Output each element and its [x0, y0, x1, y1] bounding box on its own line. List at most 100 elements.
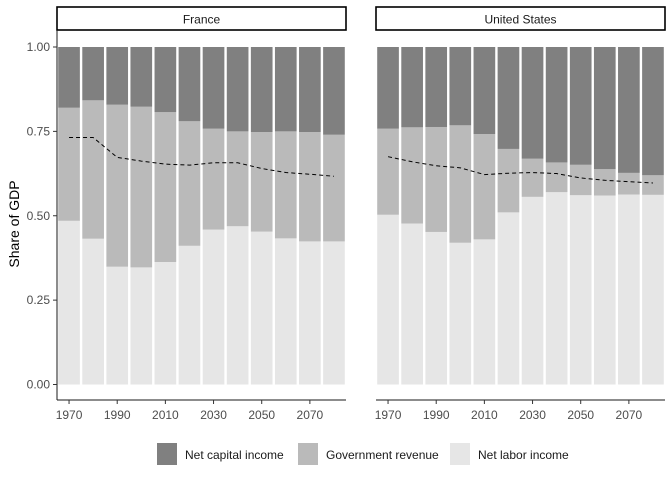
bar-government-revenue-0-2070: [299, 132, 321, 242]
bar-government-revenue-0-2000: [130, 106, 153, 268]
bar-net-capital-income-1-2020: [497, 47, 520, 149]
bar-net-labor-income-1-2020: [497, 212, 520, 385]
bar-government-revenue-1-2050: [569, 164, 592, 196]
bar-net-capital-income-1-1980: [401, 47, 423, 128]
bar-government-revenue-0-2080: [323, 134, 345, 242]
legend-label-net-capital-income: Net capital income: [185, 448, 284, 462]
bar-net-labor-income-0-2010: [154, 261, 177, 385]
x-tick-label-1-2010: 2010: [471, 408, 498, 422]
x-tick-label-1-1990: 1990: [423, 408, 450, 422]
bar-net-labor-income-1-2060: [593, 195, 616, 385]
bar-government-revenue-1-2080: [642, 175, 664, 195]
bar-net-capital-income-0-2080: [323, 47, 345, 135]
bar-net-capital-income-0-2030: [202, 47, 225, 129]
bar-net-labor-income-1-2010: [473, 239, 496, 385]
bar-net-labor-income-0-2080: [323, 241, 345, 385]
bar-government-revenue-1-2040: [545, 162, 568, 193]
bar-government-revenue-1-2070: [618, 172, 640, 195]
bar-net-labor-income-1-2040: [545, 192, 568, 385]
facet-title-1: United States: [484, 13, 556, 27]
bar-net-labor-income-1-1970: [377, 214, 399, 385]
bar-government-revenue-1-1970: [377, 128, 399, 215]
facet-strip-1: [375, 6, 666, 31]
y-tick-label-0.50: 0.50: [27, 209, 51, 223]
bar-net-capital-income-1-2030: [521, 47, 544, 159]
bar-net-capital-income-1-2070: [618, 47, 640, 173]
bar-net-labor-income-1-1980: [401, 223, 423, 385]
bar-net-labor-income-1-1990: [425, 231, 448, 385]
bar-government-revenue-0-2020: [178, 121, 201, 246]
bar-net-labor-income-0-2060: [274, 238, 297, 385]
bar-net-capital-income-0-2060: [274, 47, 297, 132]
bar-government-revenue-0-1970: [58, 107, 80, 221]
bar-government-revenue-0-2050: [250, 132, 273, 232]
bar-government-revenue-0-2030: [202, 128, 225, 230]
bar-net-labor-income-1-2080: [642, 194, 664, 385]
bar-net-capital-income-0-1990: [106, 47, 129, 105]
x-tick-label-0-2030: 2030: [200, 408, 227, 422]
bar-net-capital-income-0-2020: [178, 47, 201, 122]
legend-swatch-net-labor-income: [450, 443, 470, 465]
x-tick-label-0-1990: 1990: [104, 408, 131, 422]
bar-net-labor-income-1-2070: [618, 194, 640, 385]
bar-net-capital-income-1-2000: [449, 47, 472, 126]
x-tick-label-1-2070: 2070: [616, 408, 643, 422]
x-tick-label-1-1970: 1970: [375, 408, 402, 422]
legend-label-government-revenue: Government revenue: [326, 448, 439, 462]
bar-net-capital-income-1-2080: [642, 47, 664, 176]
bar-net-capital-income-1-1990: [425, 47, 448, 127]
bar-net-capital-income-0-2010: [154, 47, 177, 113]
dashed-line-0: [69, 136, 335, 177]
legend-swatch-net-capital-income: [157, 443, 177, 465]
bar-government-revenue-0-1980: [82, 100, 104, 239]
legend-swatch-government-revenue: [298, 443, 318, 465]
bar-net-capital-income-1-2060: [593, 47, 616, 170]
bar-government-revenue-1-1980: [401, 127, 423, 224]
bar-government-revenue-0-2060: [274, 131, 297, 239]
bar-net-capital-income-0-2000: [130, 47, 153, 107]
y-tick-label-0.00: 0.00: [27, 378, 51, 392]
bar-net-labor-income-0-1970: [58, 220, 80, 385]
y-tick-label-0.25: 0.25: [27, 293, 51, 307]
y-axis-label: Share of GDP: [6, 180, 22, 267]
facet-strip-0: [56, 6, 347, 31]
bar-net-capital-income-0-2070: [299, 47, 321, 133]
bar-government-revenue-1-1990: [425, 126, 448, 232]
bar-net-capital-income-1-2050: [569, 47, 592, 165]
bar-net-capital-income-0-1970: [58, 47, 80, 108]
bar-net-labor-income-0-2030: [202, 229, 225, 385]
bar-government-revenue-1-2020: [497, 148, 520, 213]
bar-net-capital-income-1-2010: [473, 47, 496, 135]
bar-net-labor-income-0-1980: [82, 238, 104, 385]
y-tick-label-1.00: 1.00: [27, 40, 51, 54]
bar-net-labor-income-0-2000: [130, 267, 153, 385]
bar-net-capital-income-0-1980: [82, 47, 104, 101]
x-tick-label-1-2050: 2050: [567, 408, 594, 422]
bar-net-labor-income-0-2040: [226, 226, 249, 385]
x-tick-label-0-2050: 2050: [248, 408, 275, 422]
dashed-line-1: [387, 156, 653, 184]
bar-government-revenue-1-2000: [449, 125, 472, 243]
facet-title-0: France: [183, 13, 221, 27]
x-tick-label-1-2030: 2030: [519, 408, 546, 422]
x-tick-label-0-2010: 2010: [152, 408, 179, 422]
bar-government-revenue-0-2010: [154, 112, 177, 262]
bar-net-labor-income-0-2020: [178, 245, 201, 385]
x-tick-label-0-2070: 2070: [297, 408, 324, 422]
bar-net-capital-income-1-2040: [545, 47, 568, 163]
bar-net-labor-income-0-1990: [106, 266, 129, 385]
bar-net-capital-income-1-1970: [377, 47, 399, 129]
y-tick-label-0.75: 0.75: [27, 124, 51, 138]
bar-government-revenue-1-2010: [473, 134, 496, 240]
bar-net-capital-income-0-2040: [226, 47, 249, 132]
bar-net-labor-income-0-2050: [250, 231, 273, 385]
bar-net-labor-income-1-2050: [569, 195, 592, 385]
bar-government-revenue-1-2030: [521, 158, 544, 197]
bar-net-capital-income-0-2050: [250, 47, 273, 133]
legend-label-net-labor-income: Net labor income: [478, 448, 569, 462]
x-tick-label-0-1970: 1970: [56, 408, 83, 422]
bar-net-labor-income-1-2030: [521, 196, 544, 385]
bar-government-revenue-0-2040: [226, 131, 249, 227]
bar-government-revenue-0-1990: [106, 104, 129, 267]
